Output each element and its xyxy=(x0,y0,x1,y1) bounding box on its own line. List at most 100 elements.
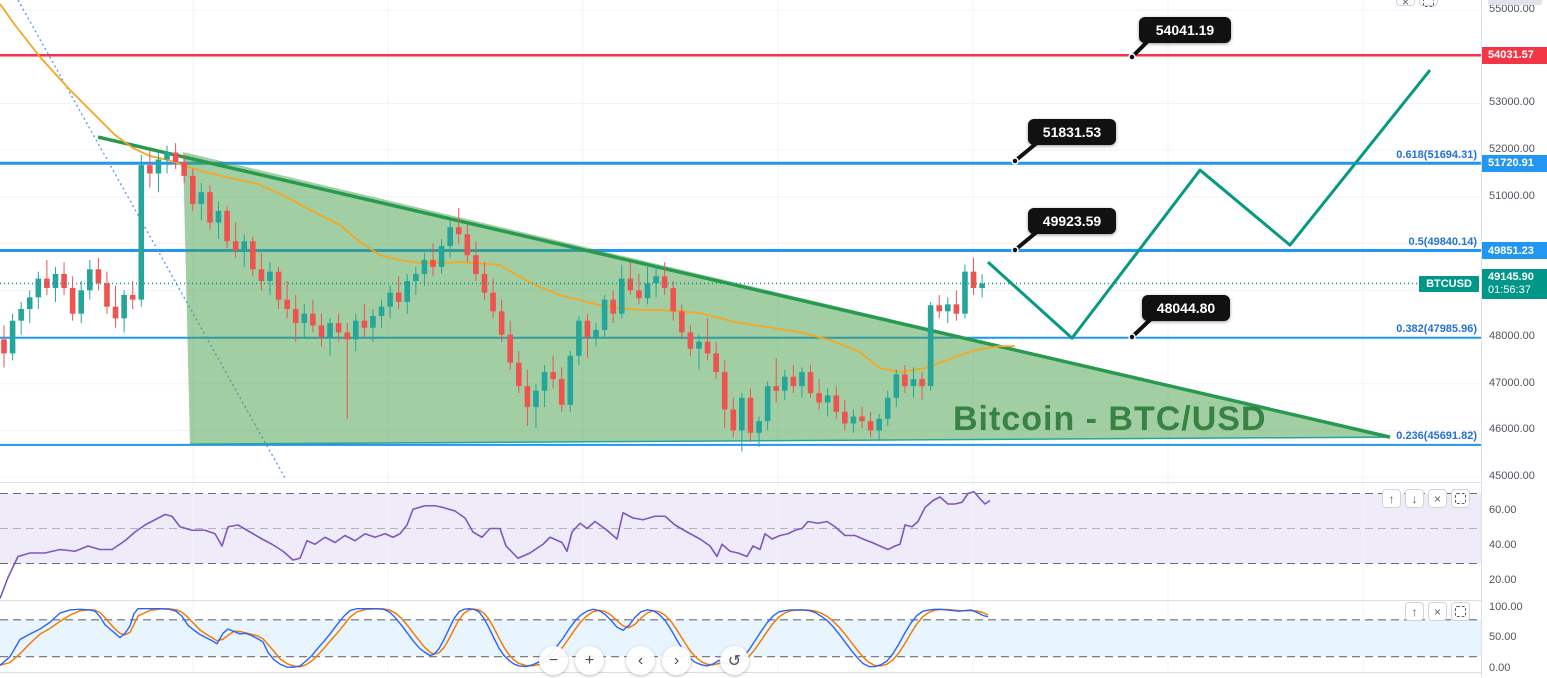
candle xyxy=(730,409,737,431)
candle xyxy=(378,306,385,317)
candle xyxy=(687,332,694,349)
candle xyxy=(644,283,651,299)
candle xyxy=(970,271,977,288)
scroll-right-button[interactable]: › xyxy=(662,646,691,675)
price-callout[interactable]: 49923.59 xyxy=(1028,208,1116,234)
maximize-icon xyxy=(1455,606,1466,617)
candle xyxy=(335,323,342,333)
candle xyxy=(310,313,316,326)
rsi-pane-up-button[interactable]: ↑ xyxy=(1382,489,1401,508)
candle xyxy=(670,287,677,312)
rsi-pane-maximize-button[interactable] xyxy=(1451,489,1470,508)
candle xyxy=(516,362,522,387)
descending-trendline[interactable] xyxy=(97,135,1391,439)
moving-average-line[interactable] xyxy=(0,3,1015,373)
candle xyxy=(713,353,719,373)
candle xyxy=(653,276,659,284)
fib-level-label[interactable]: 0.5(49840.14) xyxy=(1408,236,1478,249)
stoch-pane[interactable] xyxy=(0,601,1481,672)
candle xyxy=(850,416,857,424)
stoch-pane-up-button[interactable]: ↑ xyxy=(1405,602,1424,621)
rsi-axis-label: 40.00 xyxy=(1489,539,1517,551)
candle xyxy=(945,304,951,312)
candle xyxy=(567,355,574,405)
triangle-lower-edge[interactable] xyxy=(189,436,1391,445)
price-callout[interactable]: 51831.53 xyxy=(1028,119,1116,145)
stoch-k-line[interactable] xyxy=(0,608,989,668)
candle xyxy=(679,311,685,333)
candle xyxy=(576,320,582,356)
candle xyxy=(764,386,771,422)
reset-button[interactable]: ↺ xyxy=(720,646,749,675)
candle xyxy=(781,376,788,391)
chart-nav-controls[interactable]: − + ‹ › ↺ xyxy=(539,646,749,675)
candle xyxy=(636,290,642,299)
candle xyxy=(704,341,711,354)
candle xyxy=(833,395,840,412)
candle xyxy=(910,379,917,387)
candle xyxy=(799,372,805,387)
candle xyxy=(164,152,170,160)
candle xyxy=(430,259,436,267)
price-pane-close-button[interactable]: × xyxy=(1396,0,1415,9)
rsi-pane[interactable] xyxy=(0,483,1481,601)
candle xyxy=(9,320,16,354)
candle xyxy=(413,273,419,281)
candle xyxy=(18,309,24,321)
price-callout[interactable]: 54041.19 xyxy=(1139,17,1231,43)
candle xyxy=(893,374,900,398)
candle xyxy=(387,292,393,307)
candle xyxy=(215,210,222,223)
candle xyxy=(593,330,599,338)
candle xyxy=(138,165,145,300)
zoom-out-button[interactable]: − xyxy=(539,646,568,675)
current-price-countdown: 01:56:37 xyxy=(1488,283,1531,296)
stoch-pane-close-button[interactable]: × xyxy=(1428,602,1447,621)
price-axis-label: 52000.00 xyxy=(1489,143,1535,156)
price-pane-controls[interactable]: × xyxy=(1396,0,1438,9)
price-scale-axis[interactable]: 55000.00 53000.00 52000.00 51000.00 48000.00… xyxy=(1481,0,1547,678)
candle xyxy=(404,280,411,302)
stoch-d-line[interactable] xyxy=(0,607,989,668)
stoch-pane-maximize-button[interactable] xyxy=(1451,602,1470,621)
price-pane[interactable] xyxy=(0,0,1481,483)
stoch-axis-label: 0.00 xyxy=(1489,662,1511,674)
candle xyxy=(258,269,265,281)
candle xyxy=(189,175,196,204)
rsi-pane-controls[interactable]: ↑ ↓ × xyxy=(1382,489,1470,508)
fib-level-label[interactable]: 0.382(47985.96) xyxy=(1396,322,1477,335)
rsi-pane-close-button[interactable]: × xyxy=(1428,489,1447,508)
price-pane-maximize-button[interactable] xyxy=(1419,0,1438,7)
candle xyxy=(241,241,248,251)
candle xyxy=(275,271,282,300)
pane-divider-price-rsi[interactable] xyxy=(0,482,1481,483)
candle xyxy=(455,227,462,235)
candle xyxy=(696,341,702,349)
fib-level-label[interactable]: 0.618(51694.31) xyxy=(1396,149,1477,162)
candle xyxy=(147,165,153,174)
pane-divider-rsi-stoch[interactable] xyxy=(0,600,1481,601)
candle xyxy=(447,227,453,246)
price-axis-label: 48000.00 xyxy=(1489,330,1535,343)
candle xyxy=(267,271,273,281)
candle xyxy=(284,299,290,310)
maximize-icon xyxy=(1455,493,1466,504)
candle xyxy=(78,290,85,314)
stoch-pane-controls[interactable]: ↑ × xyxy=(1405,602,1470,621)
candle xyxy=(936,305,943,312)
scroll-left-button[interactable]: ‹ xyxy=(626,646,655,675)
price-callout[interactable]: 48044.80 xyxy=(1142,295,1230,321)
rsi-line[interactable] xyxy=(0,490,991,599)
candle xyxy=(250,241,256,270)
rsi-pane-down-button[interactable]: ↓ xyxy=(1405,489,1424,508)
candle xyxy=(129,294,136,300)
price-level-tag: 49851.23 xyxy=(1482,242,1547,260)
symbol-watermark: Bitcoin - BTC/USD xyxy=(953,400,1267,438)
zoom-in-button[interactable]: + xyxy=(575,646,604,675)
candle xyxy=(824,395,831,403)
candle xyxy=(181,161,187,176)
fib-level-label[interactable]: 0.236(45691.82) xyxy=(1396,429,1477,442)
candle xyxy=(61,273,67,288)
candle xyxy=(52,273,59,288)
forecast-zigzag-line[interactable] xyxy=(986,69,1432,340)
